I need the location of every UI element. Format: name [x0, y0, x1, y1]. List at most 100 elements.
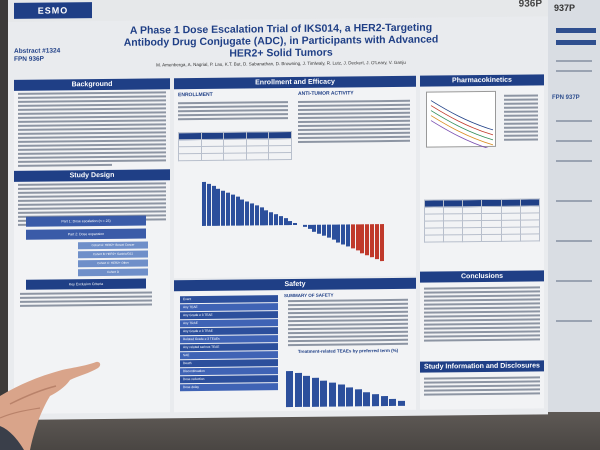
safety-summary: SUMMARY OF SAFETY Treatment-related TEAE… — [284, 292, 412, 354]
waterfall-bar — [264, 209, 269, 226]
trae-bar — [346, 387, 354, 407]
fpn-number: FPN 936P — [14, 55, 44, 63]
pk-curve — [430, 115, 494, 146]
enrollment-table — [178, 131, 292, 161]
trae-bar — [380, 396, 388, 407]
title-band: A Phase 1 Dose Escalation Trial of IKS01… — [8, 16, 548, 77]
neighbor-text-line — [556, 240, 592, 242]
flow-cohort-b: Cohort B: HER2+ Gastric/GEJ — [78, 250, 148, 259]
flow-cohort-a: Cohort A: HER2+ Breast Cancer — [78, 241, 148, 250]
waterfall-bar — [360, 224, 365, 253]
flow-part2: Part 2: Dose expansion — [26, 228, 146, 240]
waterfall-bar — [230, 194, 235, 226]
column-right: Pharmacokinetics Conclusions S — [420, 74, 544, 410]
neighbor-poster-id: 937P — [554, 3, 576, 13]
waterfall-bar — [379, 224, 384, 262]
ae-table-row: Dose reduction — [180, 375, 278, 384]
waterfall-bar — [312, 224, 317, 232]
antitumor-text — [294, 98, 414, 145]
waterfall-bar — [235, 196, 240, 226]
neighbor-poster: 937P FPN 937P — [548, 0, 600, 450]
trae-bar — [320, 380, 328, 407]
poster: ESMO 936P A Phase 1 Dose Escalation Tria… — [8, 0, 548, 420]
safety-section: Safety Event Any TEAE Any Grade ≥ 3 TEAE An… — [174, 277, 416, 413]
background-text — [14, 91, 170, 167]
waterfall-bar — [302, 224, 307, 228]
pk-parameters-table — [424, 198, 540, 243]
waterfall-bar — [240, 199, 245, 226]
study-design-flow: Part 1: Dose escalation (n = 23) Part 2:… — [16, 212, 156, 308]
ae-table-row: Any TEAE — [180, 303, 278, 312]
trae-bar — [397, 401, 405, 406]
waterfall-bar — [250, 203, 254, 226]
waterfall-bar — [259, 207, 264, 226]
waterfall-bar — [374, 224, 379, 260]
flow-cohort-d: Cohort D — [78, 268, 148, 277]
flow-part1: Part 1: Dose escalation (n = 23) — [26, 215, 146, 227]
pk-concentration-chart — [426, 90, 496, 151]
antitumor-subheading: ANTI-TUMOR ACTIVITY — [298, 90, 354, 97]
column-middle: Enrollment and Efficacy ENROLLMENT ANTI-… — [174, 75, 416, 279]
abstract-info: Abstract #1324 FPN 936P — [14, 47, 78, 64]
ae-table-row: Related Grade ≥ 3 TEAEs — [180, 335, 278, 344]
waterfall-bar — [307, 224, 312, 230]
ae-table-row: SAE — [180, 351, 278, 360]
study-info-heading: Study Information and Disclosures — [420, 360, 544, 373]
waterfall-bar — [254, 205, 259, 226]
waterfall-bar — [331, 224, 336, 241]
trae-bar — [389, 398, 397, 407]
presenter-hand — [0, 361, 101, 450]
trae-bar — [311, 377, 319, 407]
trae-bar — [372, 394, 379, 407]
waterfall-bar — [202, 181, 206, 226]
study-design-heading: Study Design — [14, 169, 170, 182]
neighbor-text-line — [556, 140, 592, 142]
wall-left — [0, 0, 8, 450]
ae-table-row: Any TRAE — [180, 319, 278, 328]
poster-title: A Phase 1 Dose Escalation Trial of IKS01… — [123, 21, 439, 60]
trae-bar — [329, 382, 336, 407]
pk-curve — [430, 110, 494, 141]
poster-authors: M. Amenberga, A. Nagrial, P. Lau, K.T. B… — [156, 59, 406, 68]
neighbor-text-line — [556, 60, 592, 62]
neighbor-text-line — [556, 160, 592, 162]
enrollment-subheading: ENROLLMENT — [178, 91, 213, 99]
ae-table-row: Any Grade ≥ 3 TEAE — [180, 311, 278, 320]
trae-bar — [337, 384, 345, 407]
ae-table-row: Any Grade ≥ 3 TRAE — [180, 327, 278, 336]
enrollment-text — [174, 99, 292, 122]
key-exclusion-heading: Key Exclusion Criteria — [26, 278, 146, 290]
neighbor-text-line — [556, 200, 592, 202]
pk-curve — [430, 120, 494, 151]
safety-heading: Safety — [174, 277, 416, 292]
background-heading: Background — [14, 78, 170, 91]
neighbor-fpn: FPN 937P — [552, 95, 580, 101]
waterfall-bar — [283, 218, 288, 226]
neighbor-text-line — [556, 70, 592, 72]
flow-cohort-c: Cohort C: HER2+ Other — [78, 259, 148, 268]
neighbor-text-line — [556, 120, 592, 122]
waterfall-bar — [226, 192, 230, 226]
waterfall-bar — [336, 224, 341, 243]
waterfall-bar — [346, 224, 350, 247]
trae-bar — [303, 375, 311, 407]
waterfall-bar — [317, 224, 322, 234]
waterfall-bar — [341, 224, 346, 245]
summary-of-safety-heading: SUMMARY OF SAFETY — [284, 292, 334, 299]
ae-table-row: Discontinuation — [180, 367, 278, 376]
institution-logo: ESMO — [14, 2, 92, 19]
pharmacokinetics-heading: Pharmacokinetics — [420, 74, 544, 87]
waterfall-bar — [370, 224, 374, 258]
neighbor-title-bar — [556, 40, 596, 45]
waterfall-bar — [216, 188, 221, 226]
conclusions-heading: Conclusions — [420, 270, 544, 283]
trae-bar-chart — [286, 366, 410, 408]
trae-bar — [294, 373, 302, 407]
waterfall-bar — [269, 212, 274, 226]
waterfall-bar — [293, 222, 298, 225]
ae-table-row: Dose delay — [180, 383, 278, 392]
trae-bar — [363, 391, 371, 407]
poster-id: 936P — [518, 0, 542, 10]
trae-bar — [354, 389, 362, 407]
waterfall-bar — [221, 190, 226, 226]
